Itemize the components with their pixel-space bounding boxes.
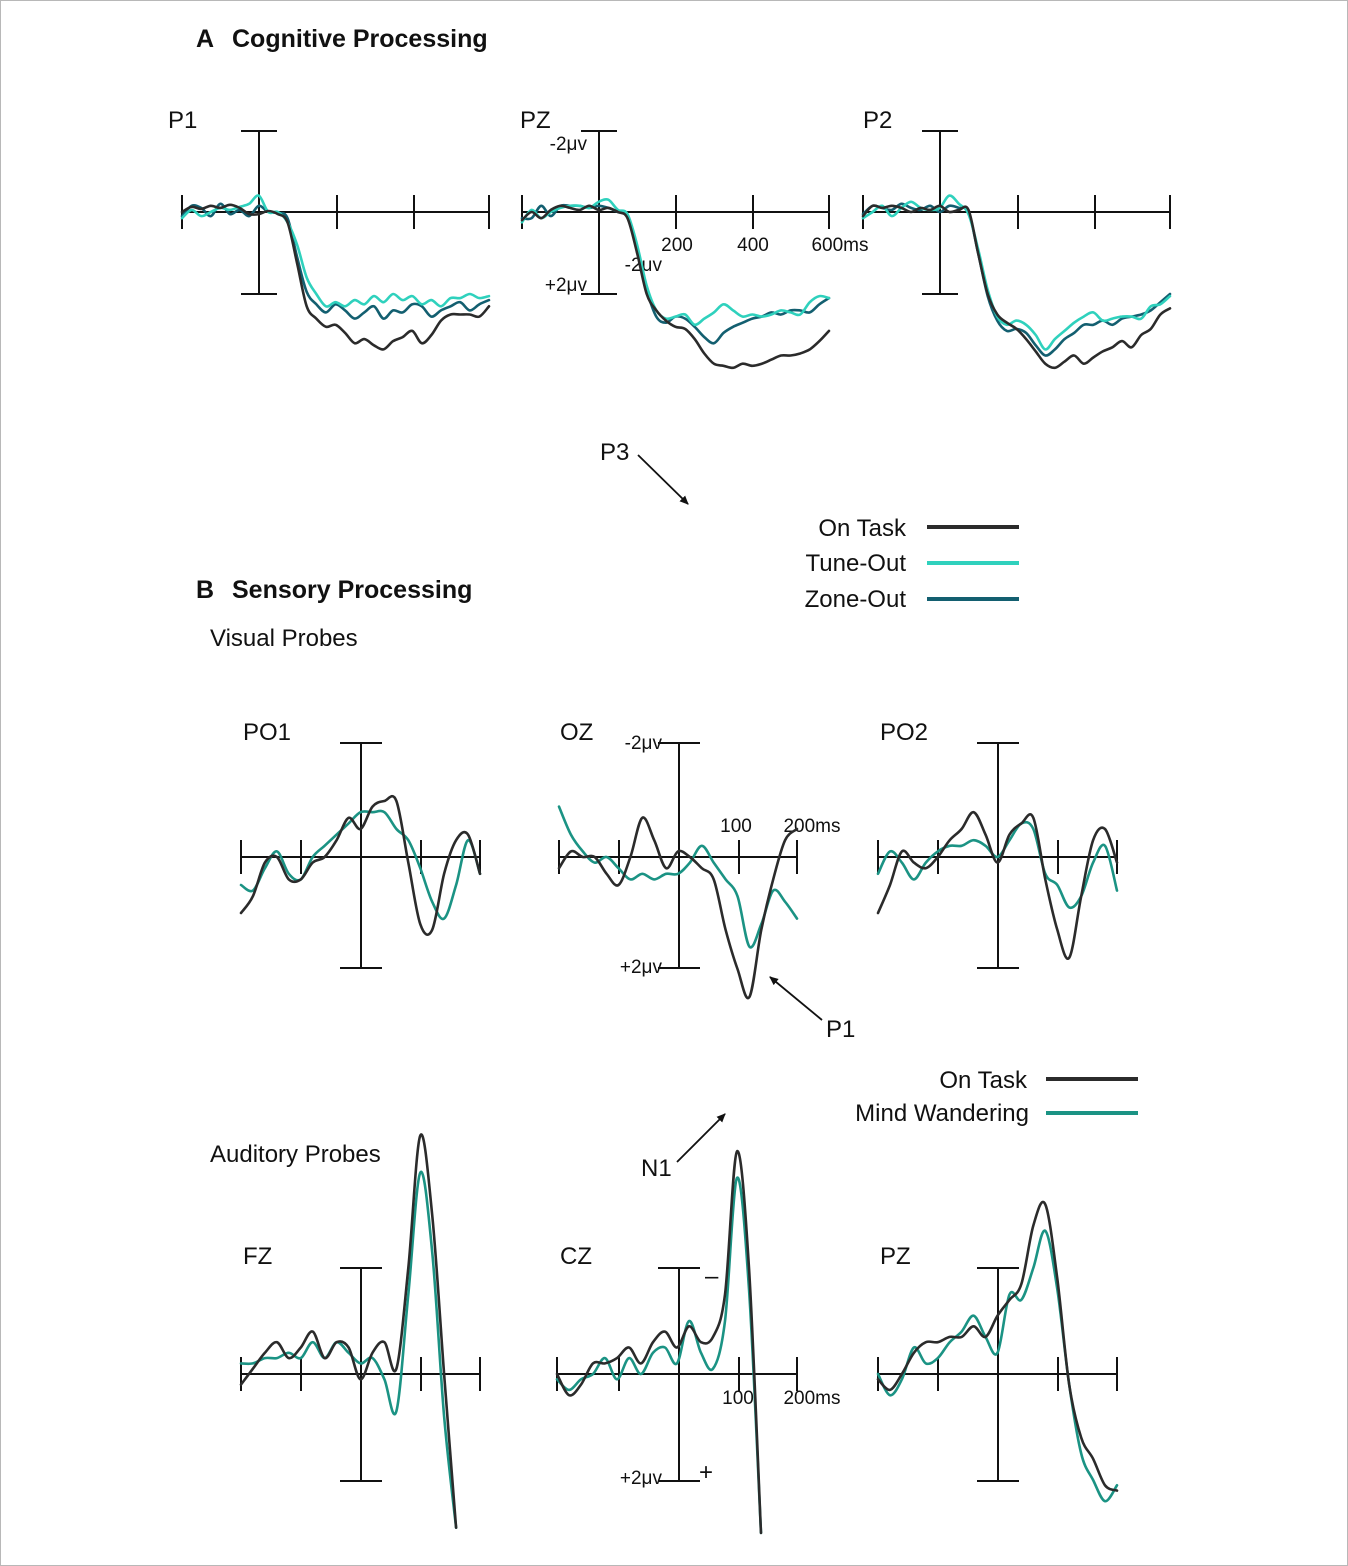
oz-neg-label: -2μv <box>625 733 663 754</box>
panel-b-pz-aud-plot <box>876 1200 1119 1503</box>
cz-neg-label: -2μv <box>625 255 663 276</box>
panel-a-p2-trace-on-task <box>861 204 1172 370</box>
cz-tick-100: 100 <box>722 1388 754 1409</box>
panel-b-cz-trace-on-task <box>555 1150 763 1535</box>
panel-a-p1-trace-zone-out <box>180 202 491 320</box>
section-b-letter: B <box>196 576 214 604</box>
a-pz-tick-600: 600ms <box>811 235 868 256</box>
cz-tick-200: 200ms <box>783 1388 840 1409</box>
a-pz-pos-label: +2μv <box>545 275 588 296</box>
panel-a-pz-plot <box>520 130 831 370</box>
n1-annotation-label: N1 <box>641 1155 672 1182</box>
cz-minus-sign: – <box>705 1263 719 1290</box>
cz-plus-sign: + <box>699 1459 713 1486</box>
panel-b-fz-plot <box>239 1133 481 1529</box>
electrode-label-a-p1: P1 <box>168 107 197 134</box>
panel-b-po1-trace-on-task <box>239 794 482 936</box>
panel-b-cz-trace-mind-wandering <box>555 1176 763 1535</box>
panel-b-fz-trace-on-task <box>239 1133 458 1529</box>
electrode-label-fz: FZ <box>243 1243 272 1270</box>
panel-b-po2-plot <box>876 742 1119 969</box>
section-b-title: Sensory Processing <box>232 576 472 604</box>
panel-b-cz-plot <box>555 1150 798 1535</box>
electrode-label-oz: OZ <box>560 719 593 746</box>
electrode-label-cz: CZ <box>560 1243 592 1270</box>
panel-b-po1-trace-mind-wandering <box>239 809 482 921</box>
electrode-label-po1: PO1 <box>243 719 291 746</box>
oz-pos-label: +2μv <box>620 957 663 978</box>
legend-b-label-mind-wandering: Mind Wandering <box>855 1100 1029 1127</box>
legend-a: On Task Tune-Out Zone-Out <box>805 515 1019 613</box>
panel-b-oz-trace-on-task <box>557 816 799 1000</box>
electrode-label-b-pz: PZ <box>880 1243 911 1270</box>
panel-b-pz-aud-trace-on-task <box>876 1200 1119 1492</box>
visual-probes-label: Visual Probes <box>210 625 358 652</box>
panel-b-pz-aud-trace-mind-wandering <box>876 1229 1119 1503</box>
electrode-label-a-p2: P2 <box>863 107 892 134</box>
panel-a-pz-trace-on-task <box>520 204 831 370</box>
p3-annotation-label: P3 <box>600 439 629 466</box>
section-a-title: Cognitive Processing <box>232 25 488 53</box>
legend-b-label-on-task: On Task <box>939 1067 1028 1094</box>
electrode-label-po2: PO2 <box>880 719 928 746</box>
section-a-letter: A <box>196 25 214 53</box>
p1-arrow <box>769 976 823 1021</box>
legend-a-label-on-task: On Task <box>818 515 907 542</box>
cz-pos-label: +2μv <box>620 1468 663 1489</box>
p1-annotation-label: P1 <box>826 1016 855 1043</box>
panel-b-fz-trace-mind-wandering <box>239 1170 458 1529</box>
plot-layer <box>180 130 1172 1535</box>
panel-b-po2-trace-mind-wandering <box>876 820 1119 910</box>
panel-b-oz-plot <box>557 742 799 1000</box>
panel-b-po1-plot <box>239 742 482 969</box>
panel-a-pz-trace-tune-out <box>520 197 831 327</box>
oz-tick-200: 200ms <box>783 816 840 837</box>
oz-tick-100: 100 <box>720 816 752 837</box>
electrode-label-a-pz: PZ <box>520 107 551 134</box>
panel-a-p1-trace-on-task <box>180 203 491 351</box>
panel-a-p2-trace-zone-out <box>861 202 1172 357</box>
panel-a-p2-plot <box>861 130 1172 370</box>
panel-a-p2-trace-tune-out <box>861 194 1172 351</box>
a-pz-tick-200: 200 <box>661 235 693 256</box>
panel-a-p1-trace-tune-out <box>180 194 491 308</box>
legend-b: On Task Mind Wandering <box>855 1067 1138 1127</box>
legend-a-label-zone-out: Zone-Out <box>805 586 907 613</box>
panel-b-po2-trace-on-task <box>876 810 1119 961</box>
n1-arrow <box>676 1113 726 1163</box>
legend-a-label-tune-out: Tune-Out <box>806 550 907 577</box>
a-pz-neg-label: -2μv <box>550 134 588 155</box>
auditory-probes-label: Auditory Probes <box>210 1141 381 1168</box>
panel-a-p1-plot <box>180 130 491 351</box>
a-pz-tick-400: 400 <box>737 235 769 256</box>
p3-arrow <box>637 454 689 505</box>
